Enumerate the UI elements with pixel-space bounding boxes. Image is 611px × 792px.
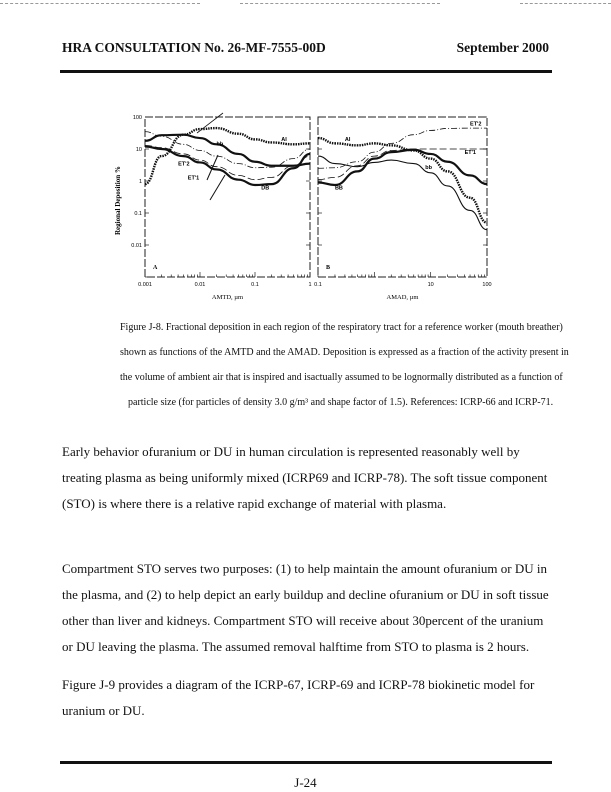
plot-frame bbox=[144, 116, 311, 278]
scan-edge-line bbox=[520, 3, 611, 4]
x-tick-label: 1 bbox=[308, 282, 311, 288]
x-tick-label: 0.001 bbox=[138, 282, 152, 288]
panel-label: B bbox=[326, 265, 330, 271]
scan-edge-line bbox=[0, 3, 200, 4]
caption-line: shown as functions of the AMTD and the A… bbox=[120, 347, 569, 358]
series-label: ET'1 bbox=[188, 176, 199, 182]
paragraph-line: (STO) is where there is a relative rapid… bbox=[62, 496, 447, 511]
caption-line: the volume of ambient air that is inspir… bbox=[120, 372, 563, 383]
header-rule bbox=[60, 70, 552, 73]
x-tick-label: 0.01 bbox=[195, 282, 206, 288]
caption-line: particle size (for particles of density … bbox=[128, 397, 554, 408]
arrow-icon bbox=[209, 174, 226, 201]
series-label: DB bbox=[261, 185, 269, 191]
x-tick-label: 0.1 bbox=[314, 282, 322, 288]
paragraph-line: or DU leaving the plasma. The assumed re… bbox=[62, 639, 530, 654]
paragraph-line: Early behavior ofuranium or DU in human … bbox=[62, 444, 520, 459]
series-label: BB bbox=[335, 185, 343, 191]
arrow-icon bbox=[196, 112, 224, 134]
curve-etp1 bbox=[317, 148, 487, 181]
caption-line: Figure J-8. Fractional deposition in eac… bbox=[120, 322, 563, 333]
y-tick-label: 100 bbox=[133, 115, 142, 121]
curve-bb bbox=[317, 155, 488, 231]
y-tick-label: 10 bbox=[136, 147, 142, 153]
series-label: bb bbox=[425, 165, 432, 171]
footer-rule bbox=[60, 761, 552, 764]
curve-etp2 bbox=[317, 127, 487, 169]
paragraph-line: Compartment STO serves two purposes: (1)… bbox=[62, 561, 548, 576]
scan-edge-line bbox=[240, 3, 440, 4]
curve-etp1 bbox=[144, 144, 311, 181]
curve-ai bbox=[144, 126, 311, 186]
plot-frame bbox=[317, 116, 488, 278]
curve-ai bbox=[317, 136, 488, 224]
series-label: ET'1 bbox=[465, 150, 476, 156]
paragraph-line: uranium or DU. bbox=[62, 703, 145, 718]
y-tick-label: 0.01 bbox=[131, 243, 142, 249]
y-tick-label: 0.1 bbox=[134, 211, 142, 217]
paragraph-line: Figure J-9 provides a diagram of the ICR… bbox=[62, 677, 535, 692]
series-label: AI bbox=[345, 137, 351, 143]
x-axis-label: AMTD, µm bbox=[212, 294, 243, 301]
curve-bb bbox=[317, 148, 488, 187]
panel-label: A bbox=[153, 265, 158, 271]
curve-db bbox=[144, 145, 311, 187]
page-number: J-24 bbox=[294, 775, 317, 790]
paragraph-line: other than liver and kidneys. Compartmen… bbox=[62, 613, 544, 628]
header-date: September 2000 bbox=[456, 40, 549, 55]
curve-etp2 bbox=[144, 131, 311, 169]
series-label: AI bbox=[281, 137, 287, 143]
x-tick-label: 100 bbox=[482, 282, 491, 288]
header-title: HRA CONSULTATION No. 26-MF-7555-00D bbox=[62, 40, 326, 55]
y-tick-label: 1 bbox=[139, 179, 142, 185]
x-tick-label: 0.1 bbox=[251, 282, 259, 288]
y-axis-label: Regional Deposition % bbox=[114, 166, 122, 235]
paragraph-line: treating plasma as being uniformly mixed… bbox=[62, 470, 548, 485]
paragraph-line: the plasma, and (2) to help depict an ea… bbox=[62, 587, 549, 602]
series-label: ET'2 bbox=[178, 162, 189, 168]
curve-bb bbox=[144, 133, 311, 167]
x-axis-label: AMAD, µm bbox=[387, 294, 419, 301]
series-label: ET'2 bbox=[470, 121, 481, 127]
series-label: bb bbox=[217, 141, 224, 147]
arrow-icon bbox=[206, 154, 219, 181]
x-tick-label: 10 bbox=[428, 282, 434, 288]
